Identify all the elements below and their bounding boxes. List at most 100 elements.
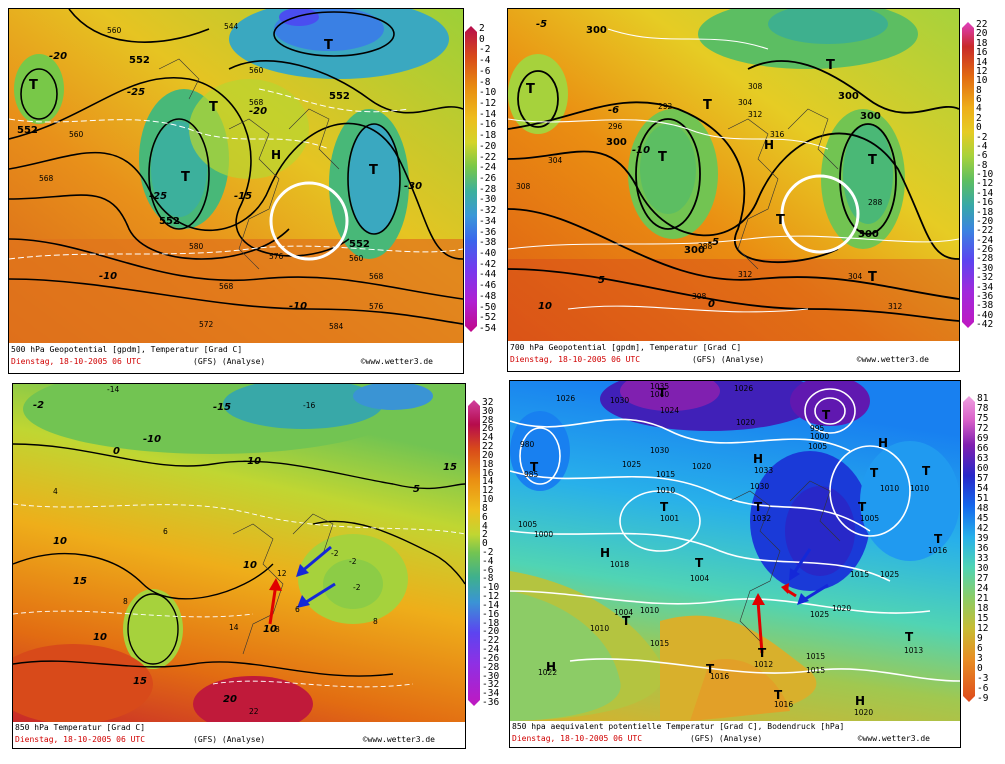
colorbar-tick-label: -16 <box>976 197 994 208</box>
colorbar-tick-label: -40 <box>479 248 497 259</box>
colorbar-tick-label: -18 <box>482 618 500 629</box>
svg-text:552: 552 <box>159 216 180 227</box>
svg-text:1000: 1000 <box>534 530 553 539</box>
colorbar-tick-label: 16 <box>976 47 988 58</box>
svg-text:T: T <box>826 58 835 73</box>
svg-text:H: H <box>764 138 774 152</box>
svg-text:1015: 1015 <box>850 570 869 579</box>
colorbar-tick-label: -20 <box>482 626 500 637</box>
colorbar-700hpa: 22 20 18 16 14 12 10 8 6 4 2 0 -2 -4 -6 -8 -10 -12 -14 -16-… <box>962 19 1002 330</box>
colorbar-tick-label: -40 <box>976 310 994 321</box>
colorbar-tick-label: 39 <box>977 533 989 544</box>
svg-text:1025: 1025 <box>880 570 899 579</box>
svg-text:1004: 1004 <box>614 608 633 617</box>
colorbar-tick-label: -10 <box>976 169 994 180</box>
copyright-label[interactable]: ©www.wetter3.de <box>362 735 435 744</box>
colorbar-tick-label: -24 <box>976 235 994 246</box>
svg-text:552: 552 <box>349 239 370 250</box>
svg-text:1030: 1030 <box>610 396 629 405</box>
caption-850hpa: 850 hPa Temperatur [Grad C] Dienstag, 18… <box>12 722 466 749</box>
colorbar-tick-label: -22 <box>482 635 500 646</box>
svg-text:H: H <box>753 452 763 466</box>
svg-text:T: T <box>822 408 831 422</box>
colorbar-tick-label: -18 <box>479 130 497 141</box>
colorbar-tick-label: -34 <box>976 282 994 293</box>
colorbar-tick-label: 22 <box>976 19 988 30</box>
svg-text:-2: -2 <box>349 557 357 566</box>
colorbar-tick-label: -28 <box>482 662 500 673</box>
svg-text:20: 20 <box>223 694 237 705</box>
colorbar-tick-label: 14 <box>482 476 494 487</box>
svg-text:568: 568 <box>249 98 264 107</box>
svg-text:1035: 1035 <box>650 382 669 391</box>
svg-text:T: T <box>209 100 218 115</box>
svg-text:312: 312 <box>888 302 903 311</box>
colorbar-tick-label: -42 <box>976 319 994 330</box>
colorbar-tick-label: -22 <box>976 225 994 236</box>
colorbar-tick-label: -16 <box>479 119 497 130</box>
svg-text:-6: -6 <box>608 105 619 116</box>
colorbar-tick-label: 10 <box>482 494 494 505</box>
svg-text:580: 580 <box>189 242 204 251</box>
colorbar-tick-label: -38 <box>976 300 994 311</box>
svg-text:1020: 1020 <box>692 462 711 471</box>
svg-text:304: 304 <box>548 156 563 165</box>
map-500hpa: T T T T T H 552 552 552 552 552 -20 -25 … <box>8 8 464 344</box>
copyright-label[interactable]: ©www.wetter3.de <box>857 734 930 743</box>
svg-text:1015: 1015 <box>806 652 825 661</box>
colorbar-850hpa-graphic <box>468 400 480 706</box>
colorbar-tick-label: -6 <box>977 683 989 694</box>
svg-text:15: 15 <box>73 576 87 587</box>
svg-text:5: 5 <box>413 484 420 495</box>
caption-date: Dienstag, 18-10-2005 06 UTC <box>15 735 146 744</box>
colorbar-tick-label: 33 <box>977 553 989 564</box>
colorbar-tick-label: 8 <box>482 503 488 514</box>
colorbar-tick-label: 24 <box>482 432 494 443</box>
svg-text:1020: 1020 <box>832 604 851 613</box>
colorbar-tick-label: -36 <box>482 697 500 708</box>
svg-text:10: 10 <box>263 624 277 635</box>
svg-text:T: T <box>774 688 783 702</box>
svg-text:T: T <box>905 630 914 644</box>
copyright-label[interactable]: ©www.wetter3.de <box>360 357 433 366</box>
svg-text:1026: 1026 <box>556 394 575 403</box>
map-850hpa-graphic: -15 -10 -10 -2 0 10 15 10 10 5 15 10 15 … <box>13 384 465 722</box>
svg-text:-15: -15 <box>234 191 252 202</box>
svg-text:300: 300 <box>606 137 627 148</box>
copyright-label[interactable]: ©www.wetter3.de <box>856 355 929 364</box>
svg-text:T: T <box>526 82 535 97</box>
svg-text:H: H <box>600 546 610 560</box>
svg-text:T: T <box>324 38 333 53</box>
arrow-red <box>752 583 797 654</box>
colorbar-tick-label: 66 <box>977 443 989 454</box>
svg-text:10: 10 <box>243 560 257 571</box>
colorbar-tick-label: -8 <box>482 573 494 584</box>
colorbar-tick-label: 6 <box>977 643 983 654</box>
svg-text:304: 304 <box>738 98 753 107</box>
colorbar-tick-label: 18 <box>482 459 494 470</box>
caption-date: Dienstag, 18-10-2005 06 UTC <box>512 734 643 743</box>
svg-text:T: T <box>922 464 931 478</box>
colorbar-tick-label: 18 <box>976 38 988 49</box>
svg-text:308: 308 <box>748 82 763 91</box>
svg-text:1016: 1016 <box>928 546 947 555</box>
colorbar-tick-label: 27 <box>977 573 989 584</box>
colorbar-tick-label: -20 <box>976 216 994 227</box>
arrow-red <box>268 578 282 625</box>
colorbar-tick-label: 26 <box>482 423 494 434</box>
svg-text:576: 576 <box>269 252 284 261</box>
svg-text:-2: -2 <box>331 549 339 558</box>
svg-text:22: 22 <box>249 707 259 716</box>
colorbar-tick-label: 22 <box>482 441 494 452</box>
svg-text:1040: 1040 <box>650 390 669 399</box>
svg-text:560: 560 <box>349 254 364 263</box>
svg-text:12: 12 <box>277 569 287 578</box>
colorbar-tick-label: -54 <box>479 323 497 334</box>
colorbar-tick-label: -20 <box>479 141 497 152</box>
colorbar-tick-label: -6 <box>479 66 491 77</box>
svg-text:-10: -10 <box>243 456 261 467</box>
svg-text:572: 572 <box>199 320 214 329</box>
colorbar-700hpa-graphic <box>962 22 974 328</box>
colorbar-tick-label: 4 <box>482 521 488 532</box>
svg-text:584: 584 <box>329 322 344 331</box>
